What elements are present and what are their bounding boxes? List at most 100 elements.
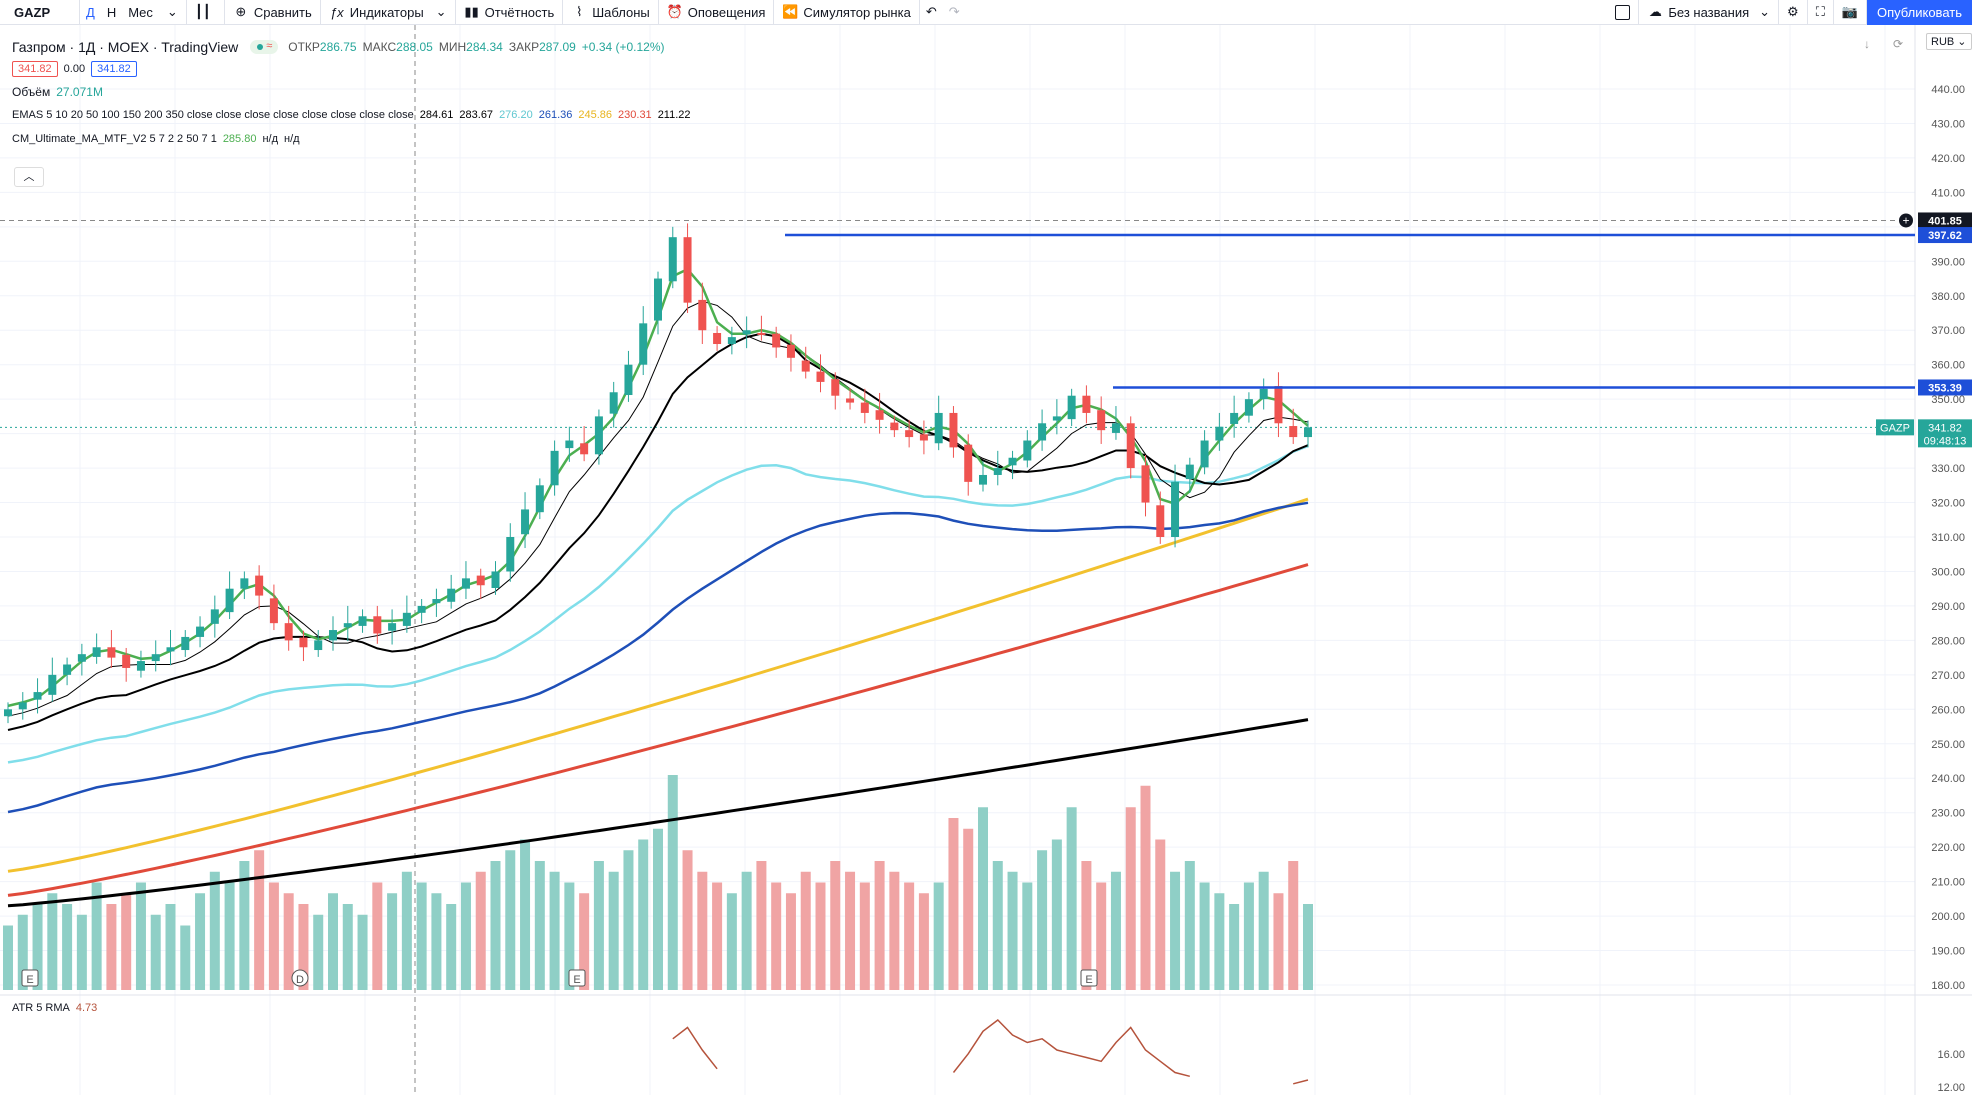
replay-button[interactable]: ⏪ Симулятор рынка [774, 0, 920, 25]
event-marker-label: D [296, 974, 304, 986]
snapshot-button[interactable]: 📷 [1834, 0, 1867, 25]
price-axis-label: 310.00 [1931, 532, 1965, 544]
candle-body [1097, 410, 1106, 431]
interval-day[interactable]: Д [86, 4, 95, 20]
publish-button[interactable]: Опубликовать [1866, 0, 1972, 25]
settings-button[interactable]: ⚙ [1779, 0, 1808, 25]
interval-week[interactable]: Н [106, 4, 117, 20]
candle-body [934, 412, 943, 444]
ask-box[interactable]: 341.82 [91, 61, 137, 77]
redo-button[interactable]: ↷ [943, 0, 966, 25]
volume-bar [76, 914, 87, 990]
price-axis: 440.00 430.00 420.00 410.00 390.00 380.00 370.… [1876, 84, 1972, 1094]
ema350-value: 211.22 [657, 109, 691, 121]
volume-bar [608, 871, 619, 990]
close-value: 287.09 [539, 40, 576, 54]
volume-bar [1037, 850, 1048, 990]
candle-body [432, 599, 441, 604]
volume-bar [1243, 882, 1254, 990]
symbol-search[interactable]: GAZP [0, 0, 80, 25]
undo-button[interactable]: ↶ [920, 0, 943, 25]
volume-bar [1273, 893, 1284, 990]
square-icon [1615, 4, 1631, 20]
symbol-tag: GAZP [1880, 422, 1910, 434]
fullscreen-button[interactable]: ⛶ [1808, 0, 1834, 25]
templates-button[interactable]: ⌇ Шаблоны [563, 0, 659, 25]
price-axis-label: 250.00 [1931, 739, 1965, 751]
candle-body [565, 440, 574, 449]
legend-title[interactable]: Газпром · 1Д · MOEX · TradingView [12, 39, 239, 55]
cm-value: 285.80 [222, 133, 257, 145]
compare-button[interactable]: ⊕ Сравнить [225, 0, 321, 25]
volume-bar [830, 861, 841, 990]
candle-body [993, 468, 1002, 475]
layout-toggle-button[interactable] [1607, 0, 1640, 25]
candle-body [196, 626, 205, 637]
volume-bar [106, 904, 117, 990]
volume-bar [948, 818, 959, 990]
volume-bar [209, 871, 220, 990]
ema100-line [7, 501, 1309, 814]
last-price-tag-bg [1918, 419, 1972, 448]
candle-body [1141, 465, 1150, 503]
candle-body [535, 485, 544, 513]
atr-axis-label: 12.00 [1937, 1082, 1965, 1094]
price-axis-label: 430.00 [1931, 118, 1965, 130]
ema-lines [7, 267, 1309, 908]
financials-button[interactable]: ▮▮ Отчётность [456, 0, 564, 25]
volume-label[interactable]: Объём [12, 85, 51, 99]
currency-button[interactable]: RUB ⌄ [1926, 33, 1972, 50]
volume-bar [623, 850, 634, 990]
event-marker [291, 969, 309, 987]
interval-month[interactable]: Мес [128, 4, 153, 20]
chart-type-button[interactable]: ┃┃ [187, 0, 225, 25]
candles [4, 223, 1312, 724]
layout-name-button[interactable]: ☁ Без названия ⌄ [1639, 0, 1780, 25]
refresh-icon[interactable]: ⟳ [1893, 37, 1904, 51]
candle-body [1289, 426, 1298, 438]
indicators-button[interactable]: ƒx Индикаторы ⌄ [321, 0, 456, 25]
volume-bar [1199, 882, 1210, 990]
legend-volume: Объём 27.071M [12, 85, 109, 99]
collapse-legend-button[interactable]: ︿ [14, 167, 44, 187]
cm-na-1: н/д [262, 133, 279, 145]
bid-box[interactable]: 341.82 [12, 61, 58, 77]
price-axis-label: 320.00 [1931, 498, 1965, 510]
chart-area[interactable]: E D E E 440.00 430.00 420.00 410.00 390.00 380.0… [0, 25, 1972, 1095]
atr-axis-label: 16.00 [1937, 1049, 1965, 1061]
candle-body [476, 575, 485, 586]
candle-body [875, 410, 884, 420]
volume-bar [638, 839, 649, 990]
chevron-down-icon: ⌄ [435, 4, 447, 19]
candle-body [48, 674, 57, 695]
candle-body [1111, 423, 1120, 433]
volume-bar [534, 861, 545, 990]
volume-bar [1125, 807, 1136, 990]
volume-bar [224, 882, 235, 990]
interval-dropdown[interactable]: ⌄ [159, 0, 187, 25]
volume-bars [3, 775, 1313, 990]
cm-label[interactable]: CM_Ultimate_MA_MTF_V2 5 7 2 2 50 7 1 [12, 133, 217, 145]
volume-bar [741, 871, 752, 990]
crosshair-price-tag-bg [1918, 212, 1972, 229]
candle-body [181, 636, 190, 651]
legend-ema: EMAS 5 10 20 50 100 150 200 350 close cl… [12, 109, 697, 121]
price-chart[interactable]: E D E E 440.00 430.00 420.00 410.00 390.00 380.0… [0, 25, 1972, 1095]
price-axis-label: 390.00 [1931, 256, 1965, 268]
atr-line [672, 1019, 1309, 1085]
candle-body [654, 278, 662, 321]
candle-body [1185, 464, 1194, 480]
scroll-down-icon[interactable]: ↓ [1864, 37, 1870, 51]
ema-label[interactable]: EMAS 5 10 20 50 100 150 200 350 close cl… [12, 109, 414, 121]
price-axis-label: 330.00 [1931, 463, 1965, 475]
candle-body [417, 605, 426, 613]
candle-body [284, 623, 293, 641]
candle-body [757, 332, 766, 335]
candle-body [447, 588, 456, 602]
close-label: ЗАКР [508, 40, 540, 54]
candle-body [1008, 457, 1017, 466]
candle-body [816, 371, 825, 382]
volume-bar [460, 882, 471, 990]
alerts-button[interactable]: ⏰ Оповещения [659, 0, 775, 25]
atr-label[interactable]: ATR 5 RMA [12, 1002, 70, 1014]
